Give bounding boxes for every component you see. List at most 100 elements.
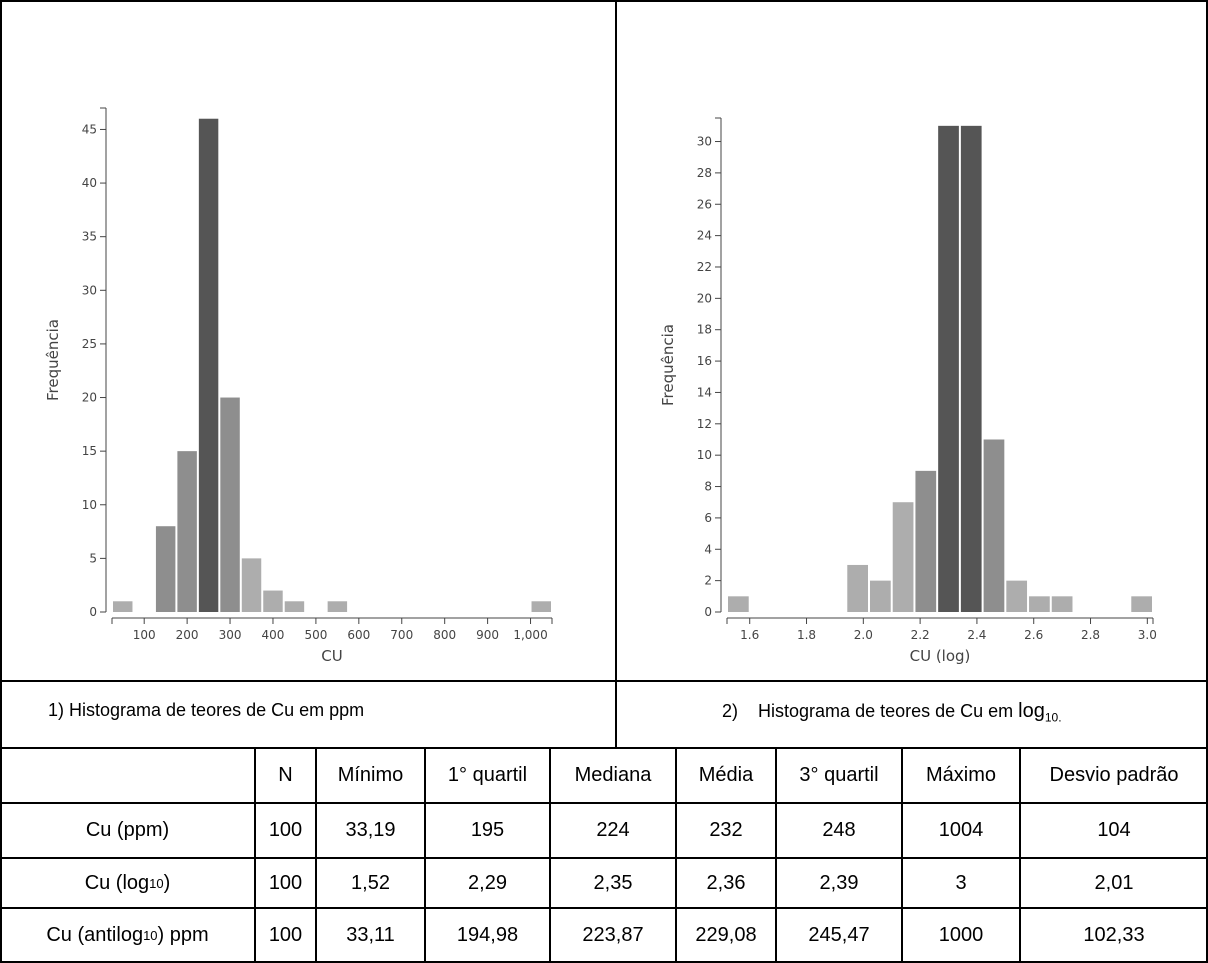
histogram-bar xyxy=(263,590,283,612)
y-tick-label: 8 xyxy=(704,480,712,494)
border-bottom xyxy=(0,961,1208,963)
caption-right-log: log xyxy=(1018,700,1045,722)
table-cell: 1000 xyxy=(938,924,984,946)
x-tick-label: 1.6 xyxy=(740,628,759,642)
y-tick-label: 4 xyxy=(704,542,712,556)
histogram-bar xyxy=(198,118,219,613)
y-tick-label: 22 xyxy=(697,260,712,274)
table-cell: 100 xyxy=(268,871,303,894)
histogram-bar xyxy=(327,601,348,612)
x-tick-label: 900 xyxy=(476,628,499,642)
histogram-bar xyxy=(847,564,868,612)
table-col-divider xyxy=(901,748,903,963)
table-col-divider xyxy=(549,748,551,963)
histogram-bar xyxy=(1051,596,1073,612)
x-tick-label: 300 xyxy=(219,628,242,642)
y-tick-label: 30 xyxy=(82,283,97,297)
histogram-cu-log: 0 2 4 6 8 10 12 14 16 18 20 22 24 26 28 30 1.6 1.8 2.0 2.2 2… xyxy=(655,110,1200,670)
row-label-subscript: 10 xyxy=(143,928,158,943)
border-left xyxy=(0,0,2,963)
y-tick-label: 6 xyxy=(704,511,712,525)
caption-left: 1) Histograma de teores de Cu em ppm xyxy=(48,700,364,721)
histogram-bar xyxy=(1029,596,1050,612)
table-cell: 245,47 xyxy=(808,924,870,946)
x-tick-label: 2.6 xyxy=(1024,628,1043,642)
y-tick-label: 2 xyxy=(704,574,712,588)
table-cell: 2,01 xyxy=(1094,871,1134,894)
histogram-bar xyxy=(983,439,1005,612)
histogram-bar xyxy=(220,397,240,612)
y-tick-label: 26 xyxy=(697,197,712,211)
histogram-bar xyxy=(284,601,305,612)
row-label-suffix: ) xyxy=(163,871,171,894)
table-cell: 2,39 xyxy=(819,871,859,894)
table-cell: 2,36 xyxy=(706,871,746,894)
border-top xyxy=(0,0,1208,2)
table-cell: 104 xyxy=(1097,819,1131,841)
table-row-label: Cu (antilog 10) ppm xyxy=(0,908,255,963)
divider-table-top xyxy=(0,747,1208,749)
x-tick-label: 2.0 xyxy=(854,628,873,642)
x-tick-label: 2.8 xyxy=(1081,628,1100,642)
table-col-divider xyxy=(254,748,256,963)
y-tick-label: 12 xyxy=(697,417,712,431)
table-row-divider xyxy=(0,857,1208,859)
y-tick-label: 16 xyxy=(697,354,712,368)
y-tick-label: 28 xyxy=(697,166,712,180)
table-cell: 100 xyxy=(268,819,303,841)
histogram-cu-ppm: 0 5 10 15 20 25 30 35 40 45 100 200 300 400 500 600 700 8… xyxy=(40,100,590,670)
table-cell: 194,98 xyxy=(456,924,519,946)
histogram-bar xyxy=(870,580,891,612)
x-axis-label: CU xyxy=(321,647,342,665)
histogram-bar xyxy=(531,601,551,612)
border-right xyxy=(1206,0,1208,963)
table-cell: 2,35 xyxy=(593,871,633,894)
table-cell: 229,08 xyxy=(695,924,757,946)
table-cell: 33,19 xyxy=(345,819,396,841)
row-label-suffix: ) ppm xyxy=(157,924,209,946)
caption-left-text: 1) Histograma de teores de Cu em ppm xyxy=(48,700,365,720)
table-row-divider xyxy=(0,802,1208,804)
x-tick-label: 500 xyxy=(304,628,327,642)
y-axis-label: Frequência xyxy=(44,319,62,401)
y-tick-label: 14 xyxy=(697,385,712,399)
caption-right-num: 2) xyxy=(722,701,739,721)
histogram-bar xyxy=(177,451,197,612)
y-tick-label: 0 xyxy=(89,605,97,619)
table-header-cell: Desvio padrão xyxy=(1049,764,1179,786)
table-header-cell: 1° quartil xyxy=(447,764,528,786)
histogram-bar xyxy=(1006,580,1028,612)
x-axis-label: CU (log) xyxy=(910,647,971,665)
table-cell: 2,29 xyxy=(468,871,507,894)
y-tick-label: 24 xyxy=(697,229,712,243)
x-tick-label: 700 xyxy=(390,628,413,642)
y-tick-label: 10 xyxy=(697,448,712,462)
caption-right-sub: 10. xyxy=(1044,710,1062,725)
histogram-bar xyxy=(892,502,914,612)
y-axis-label: Frequência xyxy=(659,324,677,406)
histogram-bar xyxy=(728,596,749,612)
divider-captions xyxy=(0,680,1208,682)
table-header-cell: Máximo xyxy=(925,764,996,786)
table-cell: 1004 xyxy=(938,819,984,841)
table-cell: 232 xyxy=(709,819,743,841)
histogram-bar xyxy=(960,125,982,612)
table-cell: 33,11 xyxy=(346,924,395,946)
y-tick-label: 45 xyxy=(82,122,97,136)
caption-right: 2) Histograma de teores de Cu em log10. xyxy=(722,700,1062,725)
x-tick-label: 600 xyxy=(347,628,370,642)
histogram-bar xyxy=(113,601,133,612)
table-cell: 195 xyxy=(470,819,505,841)
y-tick-label: 40 xyxy=(82,176,97,190)
table-header-cell xyxy=(0,748,255,803)
x-tick-label: 400 xyxy=(262,628,285,642)
divider-charts xyxy=(615,0,617,748)
table-cell: 1,52 xyxy=(351,871,390,894)
table-col-divider xyxy=(1019,748,1021,963)
row-label-subscript: 10 xyxy=(149,875,164,891)
table-cell: 100 xyxy=(268,924,303,946)
x-tick-label: 3.0 xyxy=(1138,628,1157,642)
y-tick-label: 15 xyxy=(82,444,97,458)
x-tick-label: 200 xyxy=(176,628,199,642)
